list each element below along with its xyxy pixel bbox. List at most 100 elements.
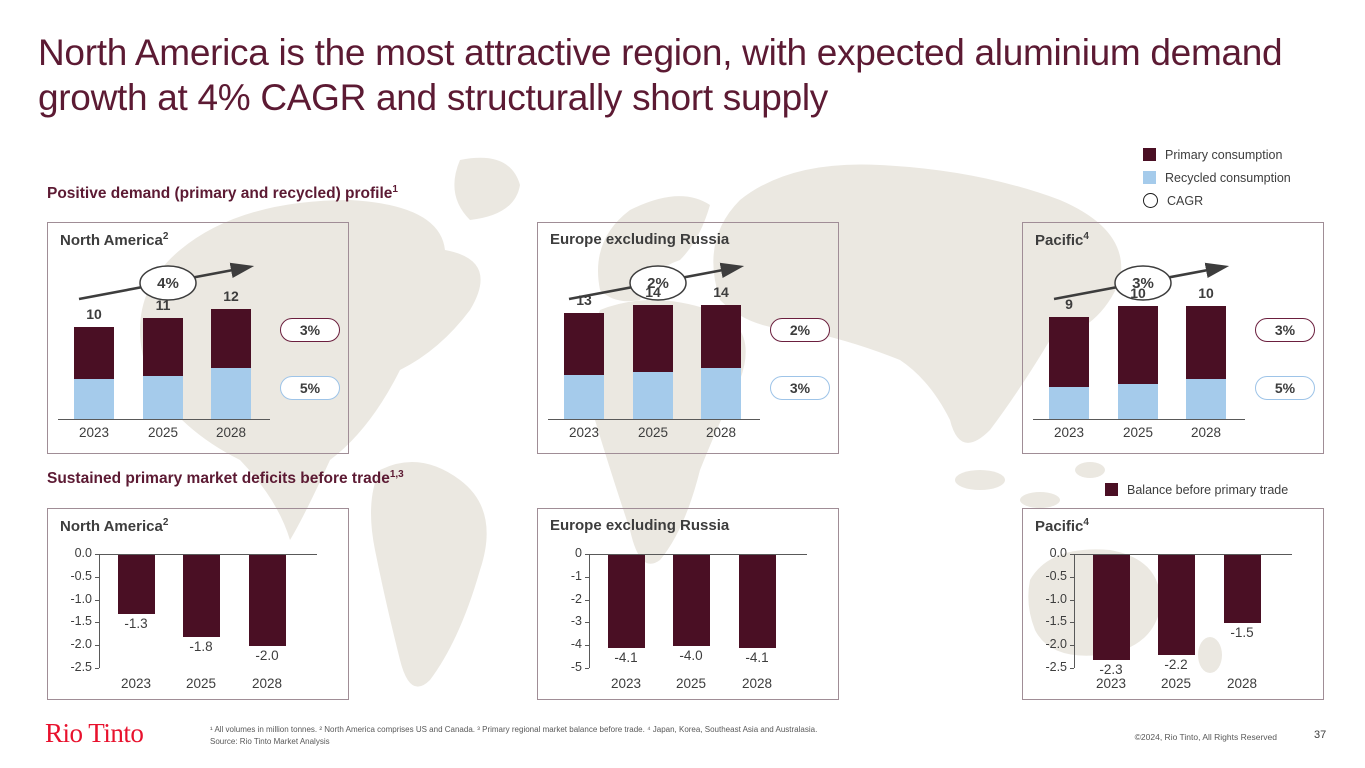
x-tick-label: 2023 — [568, 425, 600, 440]
chart-region-title: Pacific4 — [1035, 517, 1089, 535]
svg-text:4%: 4% — [157, 275, 179, 292]
chart-title-superscript: 2 — [162, 517, 169, 528]
bar-negative — [1092, 555, 1130, 660]
legend-item-cagr: CAGR — [1143, 189, 1291, 212]
y-tick-label: 0.0 — [1049, 546, 1067, 560]
chart-region-title: Europe excluding Russia — [550, 517, 730, 534]
legend-item-primary-consumption: Primary consumption — [1143, 143, 1291, 166]
y-tick-mark — [585, 554, 589, 555]
legend-consumption: Primary consumption Recycled consumption… — [1143, 143, 1291, 212]
svg-text:3%: 3% — [1132, 275, 1154, 292]
y-tick-mark — [95, 645, 99, 647]
y-tick-label: -1 — [570, 568, 582, 583]
x-tick-label: 2023 — [1095, 676, 1127, 691]
source-text: Source: Rio Tinto Market Analysis — [210, 737, 330, 747]
cagr-pill-primary: 3% — [1255, 318, 1315, 342]
copyright-text: ©2024, Rio Tinto, All Rights Reserved — [1134, 732, 1277, 742]
footnotes: ¹ All volumes in million tonnes. ² North… — [210, 724, 817, 749]
bar-total-label: 13 — [576, 291, 592, 308]
recycled-consumption-swatch-icon — [1143, 171, 1156, 184]
rio-tinto-logo: Rio Tinto — [45, 718, 144, 748]
bar-segment-primary — [633, 304, 673, 373]
y-tick-mark — [95, 576, 99, 578]
section-heading-text: Positive demand (primary and recycled) p… — [47, 185, 393, 203]
section-heading-demand: Positive demand (primary and recycled) p… — [47, 184, 398, 203]
x-tick-label: 2023 — [78, 425, 110, 440]
chart-demand-europe-excluding-russia: Europe excluding Russia 2% 13 2023 14 2025 14 2… — [537, 222, 839, 454]
bar-value-label: -2.2 — [1164, 657, 1188, 673]
bar-negative — [738, 555, 776, 649]
y-tick-mark — [585, 645, 589, 647]
y-tick-label: -1.0 — [1045, 591, 1067, 606]
bar-negative — [1157, 555, 1195, 656]
x-tick-label: 2025 — [185, 676, 217, 691]
y-tick-label: -5 — [570, 660, 582, 674]
cagr-pill-primary: 2% — [770, 318, 830, 342]
x-tick-label: 2025 — [675, 676, 707, 691]
cagr-arrow-icon: 4% — [78, 262, 255, 301]
bar-negative — [1223, 555, 1261, 624]
bar-segment-recycled — [211, 367, 251, 419]
bar-value-label: -2.3 — [1099, 661, 1123, 677]
legend-item-balance-before-primary-trade: Balance before primary trade — [1105, 478, 1288, 501]
y-tick-label: -2 — [570, 591, 582, 606]
y-tick-mark — [585, 622, 589, 624]
x-tick-label: 2028 — [705, 425, 737, 440]
chart-deficit-pacific: Pacific4 0.0 -0.5 -1.0 -1.5 -2.0 -2.5 -2.3 2023 -… — [1022, 508, 1324, 700]
y-tick-mark — [1070, 576, 1074, 578]
zero-line — [589, 554, 807, 555]
x-tick-label: 2028 — [1190, 425, 1222, 440]
bar-total-label: 11 — [155, 296, 171, 313]
section-heading-text: Sustained primary market deficits before… — [47, 470, 390, 488]
bar-segment-primary — [74, 327, 114, 380]
chart-region-title: North America2 — [60, 231, 169, 249]
chart-deficit-europe-excluding-russia: Europe excluding Russia 0 -1 -2 -3 -4 -5 -4.1 20… — [537, 508, 839, 700]
y-tick-label: 0 — [575, 546, 582, 560]
section-heading-superscript: 1 — [392, 184, 398, 195]
y-tick-label: -0.5 — [70, 568, 92, 583]
bar-segment-primary — [143, 317, 183, 376]
chart-region-title: Europe excluding Russia — [550, 231, 730, 248]
bar-segment-recycled — [1186, 379, 1226, 419]
y-tick-mark — [1070, 645, 1074, 647]
x-tick-label: 2025 — [1160, 676, 1192, 691]
bar-value-label: -4.0 — [679, 648, 703, 664]
y-tick-label: -0.5 — [1045, 568, 1067, 583]
cagr-pill-recycled: 5% — [1255, 376, 1315, 400]
bar-total-label: 10 — [1198, 284, 1214, 301]
y-tick-label: -2.5 — [1045, 660, 1067, 674]
y-axis — [589, 554, 590, 668]
legend-label: Primary consumption — [1165, 147, 1283, 162]
bar-value-label: -1.3 — [124, 616, 148, 632]
x-axis — [548, 419, 760, 420]
bar-segment-primary — [211, 308, 251, 368]
section-heading-deficit: Sustained primary market deficits before… — [47, 469, 404, 488]
bar-value-label: -1.5 — [1230, 625, 1254, 641]
bar-total-label: 9 — [1065, 296, 1073, 313]
y-axis — [99, 554, 100, 668]
bar-total-label: 10 — [1130, 284, 1146, 301]
x-tick-label: 2025 — [147, 425, 179, 440]
chart-title-superscript: 4 — [1083, 517, 1089, 528]
y-tick-mark — [95, 622, 99, 624]
y-tick-mark — [1070, 554, 1074, 555]
chart-demand-pacific: Pacific4 3% 9 2023 10 2025 10 2028 3% 5% — [1022, 222, 1324, 454]
legend-label: Recycled consumption — [1165, 170, 1291, 185]
bar-value-label: -4.1 — [614, 650, 638, 666]
bar-segment-primary — [564, 312, 604, 375]
y-tick-mark — [1070, 599, 1074, 601]
bar-segment-recycled — [633, 372, 673, 419]
y-tick-label: -1.0 — [70, 591, 92, 606]
y-tick-label: -1.5 — [70, 614, 92, 629]
bar-segment-primary — [1118, 305, 1158, 384]
legend-label: CAGR — [1167, 193, 1204, 208]
y-tick-mark — [95, 668, 99, 669]
cagr-circle-icon — [1143, 193, 1158, 208]
y-tick-mark — [1070, 622, 1074, 624]
chart-region-title: North America2 — [60, 517, 169, 535]
chart-demand-north-america: North America2 4% 10 2023 11 2025 12 2028 3% 5% — [47, 222, 349, 454]
zero-line — [99, 554, 317, 555]
x-axis — [1033, 419, 1245, 420]
cagr-arrow-icon: 3% — [1053, 262, 1230, 301]
